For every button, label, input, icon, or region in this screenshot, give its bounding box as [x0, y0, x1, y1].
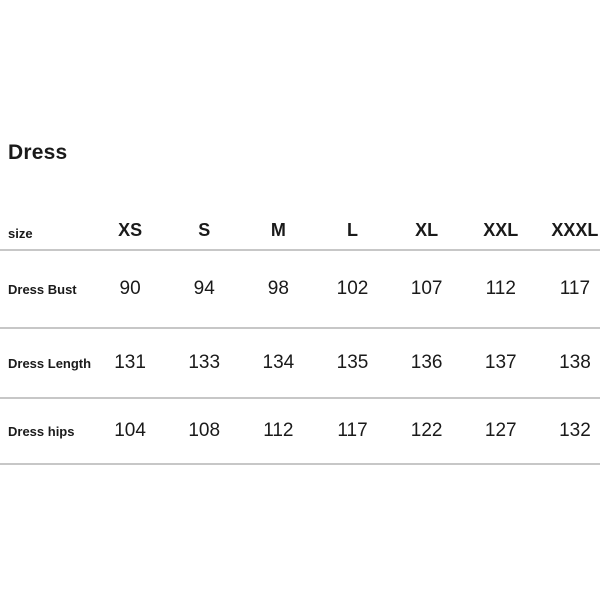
measurement-value: 98: [267, 278, 289, 299]
size-col-header-l: L: [346, 220, 358, 240]
page-title: Dress: [8, 141, 68, 164]
measurement-value: 134: [262, 352, 295, 373]
size-col-header-m: M: [270, 220, 286, 240]
size-chart-table: size XS S M L XL XXL XXXL Dress Bust 90 94 98 102 1…: [0, 198, 600, 465]
measurement-value: 122: [410, 420, 443, 441]
size-col-header-xl: XL: [415, 220, 439, 240]
size-col-header-xxl: XXL: [483, 220, 519, 240]
measurement-value: 127: [484, 420, 517, 441]
row-label: Dress hips: [8, 423, 75, 439]
measurement-value: 132: [559, 420, 591, 441]
measurement-value: 135: [336, 352, 369, 373]
measurement-value: 131: [114, 352, 146, 373]
measurement-row-dress-bust: Dress Bust 90 94 98 102 107 112 117: [0, 250, 600, 328]
measurement-value: 102: [336, 278, 369, 299]
measurement-value: 94: [193, 278, 215, 299]
measurement-value: 112: [485, 278, 516, 299]
measurement-value: 90: [119, 278, 141, 299]
measurement-value: 136: [410, 352, 443, 373]
measurement-row-dress-hips: Dress hips 104 108 112 117 122 127 132: [0, 398, 600, 464]
measurement-row-dress-length: Dress Length 131 133 134 135 136 137 138: [0, 328, 600, 398]
measurement-value: 137: [484, 352, 517, 373]
row-label: Dress Length: [8, 355, 92, 371]
size-col-header-xxxl: XXXL: [551, 220, 599, 240]
size-chart-header-row: size XS S M L XL XXL XXXL: [0, 198, 600, 250]
measurement-value: 117: [559, 278, 591, 299]
size-corner-label: size: [8, 226, 33, 241]
size-col-header-s: S: [198, 220, 211, 240]
size-col-header-xs: XS: [118, 220, 143, 240]
measurement-value: 112: [263, 420, 294, 441]
measurement-value: 117: [337, 420, 368, 441]
measurement-value: 133: [188, 352, 221, 373]
size-chart-body: Dress Bust 90 94 98 102 107 112 117 Dress Length…: [0, 250, 600, 464]
measurement-value: 107: [410, 278, 443, 299]
measurement-value: 104: [114, 420, 146, 441]
measurement-value: 108: [188, 420, 221, 441]
measurement-value: 138: [559, 352, 591, 373]
row-label: Dress Bust: [8, 281, 77, 297]
